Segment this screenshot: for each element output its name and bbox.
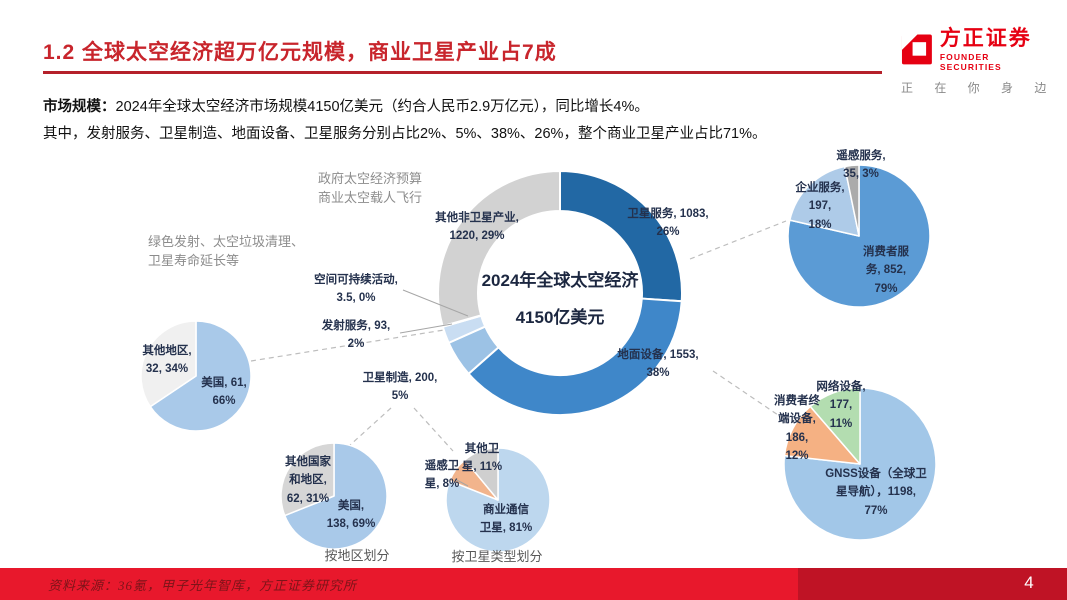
label-enterprise-services: 企业服务, 197, 18% bbox=[795, 182, 845, 231]
page-title: 1.2 全球太空经济超万亿元规模，商业卫星产业占7成 bbox=[43, 41, 557, 64]
label-mfg-us: 美国, 138, 69% bbox=[326, 500, 376, 531]
ground-equipment-split-slice bbox=[783, 387, 937, 541]
caption-by-satellite-type: 按卫星类型划分 bbox=[451, 549, 543, 564]
ground-equipment-split-slice bbox=[809, 387, 861, 465]
satellite-services-split-slice bbox=[843, 164, 860, 237]
label-launch-services: 发射服务, 93, 2% bbox=[321, 320, 391, 351]
space-economy-donut-slice bbox=[467, 297, 683, 416]
launch-by-region-slice bbox=[149, 320, 252, 432]
dashed-connector bbox=[348, 407, 392, 447]
label-remote-sensing-services: 遥感服务, 35, 3% bbox=[836, 150, 886, 181]
satellite-services-split-slice bbox=[789, 165, 860, 237]
space-economy-donut-slice bbox=[437, 170, 561, 328]
label-gnss-equipment: GNSS设备（全球卫 星导航），1198, 77% bbox=[825, 468, 927, 517]
title-underline bbox=[43, 71, 882, 74]
manufacturing-by-type-slice bbox=[464, 447, 499, 501]
leader-line bbox=[402, 289, 469, 317]
intro-line-1: 市场规模：2024年全球太空经济市场规模4150亿美元（约合人民币2.9万亿元）… bbox=[43, 95, 649, 116]
label-launch-us: 美国, 61, 66% bbox=[201, 377, 247, 408]
leader-line bbox=[399, 323, 453, 334]
page-number: 4 bbox=[1024, 573, 1034, 592]
leader-line bbox=[454, 478, 469, 487]
annotation-government-space: 政府太空经济预算 商业太空载人飞行 bbox=[318, 171, 423, 205]
logo-name-cn: 方正证券 bbox=[939, 27, 1032, 50]
dashed-connector bbox=[250, 329, 445, 362]
label-space-sustainability: 空间可持续活动, 3.5, 0% bbox=[314, 274, 398, 305]
founder-securities-logo: 方正证券 FOUNDER SECURITIES 正 在 你 身 边 bbox=[901, 28, 1051, 96]
label-network-equipment: 网络设备, 177, 11% bbox=[816, 381, 866, 430]
label-other-satellites: 其他卫 星, 11% bbox=[461, 443, 503, 474]
label-consumer-services: 消费者服 务, 852, 79% bbox=[863, 246, 909, 295]
manufacturing-by-region-slice bbox=[280, 442, 335, 517]
footer-bar-dark-segment bbox=[798, 568, 1067, 600]
founder-logo-icon bbox=[901, 34, 932, 65]
label-consumer-terminal: 消费者终 端设备, 186, 12% bbox=[774, 395, 820, 463]
intro-label: 市场规模： bbox=[43, 99, 116, 115]
logo-tagline: 正 在 你 身 边 bbox=[901, 81, 1056, 95]
label-mfg-other-countries: 其他国家 和地区, 62, 31% bbox=[285, 456, 331, 505]
source-note: 资料来源：36氪，甲子光年智库，方正证券研究所 bbox=[48, 578, 358, 593]
annotation-green-launch: 绿色发射、太空垃圾清理、 卫星寿命延长等 bbox=[148, 234, 305, 268]
logo-name-en: FOUNDER SECURITIES bbox=[939, 52, 1002, 72]
launch-by-region-slice bbox=[140, 320, 197, 408]
intro-line1-text: 2024年全球太空经济市场规模4150亿美元（约合人民币2.9万亿元），同比增长… bbox=[115, 99, 649, 115]
label-satellite-manufacturing: 卫星制造, 200, 5% bbox=[362, 372, 438, 403]
label-remote-sensing-satellites: 遥感卫 星, 8% bbox=[424, 460, 460, 491]
dashed-connector bbox=[413, 407, 454, 452]
label-commercial-comm-satellites: 商业通信 卫星, 81% bbox=[479, 504, 533, 535]
donut-center-title: 2024年全球太空经济 4150亿美元 bbox=[481, 271, 639, 328]
caption-by-region: 按地区划分 bbox=[324, 548, 390, 563]
label-other-non-satellite: 其他非卫星产业, 1220, 29% bbox=[435, 212, 519, 243]
label-ground-equipment: 地面设备, 1553, 38% bbox=[617, 349, 699, 380]
label-satellite-services: 卫星服务, 1083, 26% bbox=[627, 208, 709, 239]
intro-line-2: 其中，发射服务、卫星制造、地面设备、卫星服务分别占比2%、5%、38%、26%，… bbox=[43, 126, 767, 142]
label-launch-other-regions: 其他地区, 32, 34% bbox=[142, 345, 192, 376]
manufacturing-by-region-slice bbox=[283, 442, 388, 550]
